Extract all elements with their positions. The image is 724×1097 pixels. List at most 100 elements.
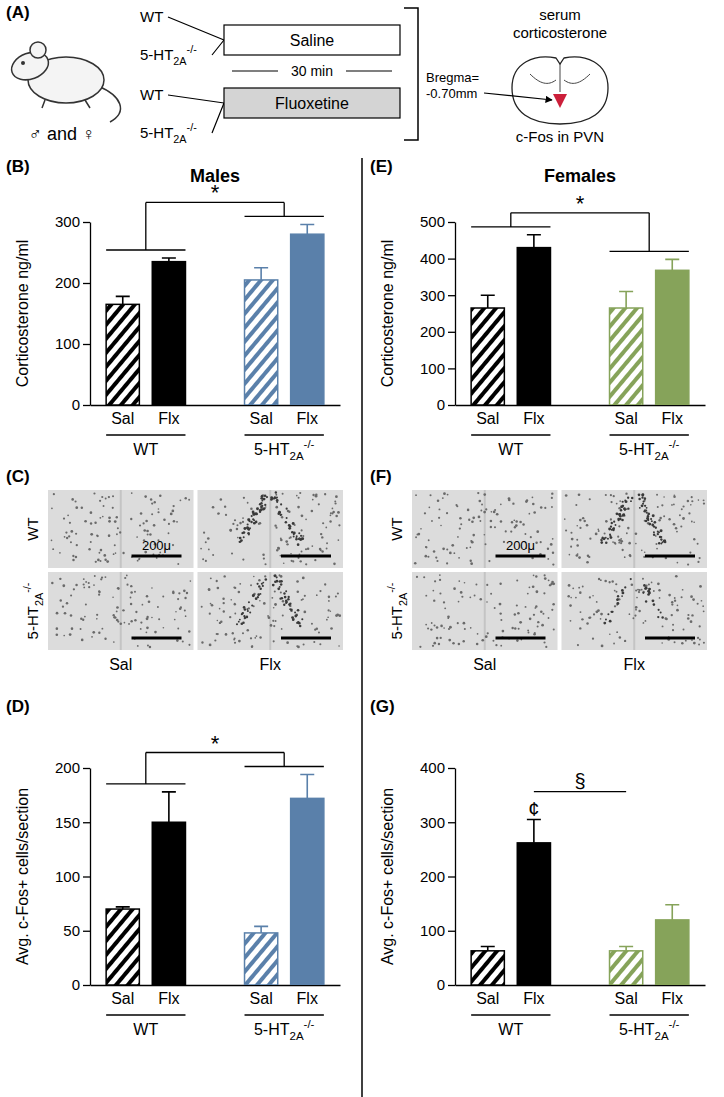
texture-dot <box>656 494 658 496</box>
texture-dot <box>327 616 329 618</box>
texture-dot <box>518 628 520 630</box>
texture-dot <box>442 548 445 551</box>
texture-dot <box>674 597 676 599</box>
texture-dot <box>619 636 621 638</box>
texture-dot <box>274 497 276 499</box>
row-label-part: WT <box>388 517 405 540</box>
texture-dot <box>488 560 490 562</box>
y-tick-group: 100 <box>55 335 90 352</box>
texture-dot <box>485 635 488 638</box>
texture-dot <box>541 624 544 627</box>
texture-dot <box>469 596 471 598</box>
texture-dot <box>611 580 613 582</box>
group-label-part: 5-HT <box>619 1021 655 1038</box>
error-bar <box>665 905 679 920</box>
y-tick-label: 0 <box>72 396 80 413</box>
texture-dot <box>339 614 342 617</box>
texture-dot <box>697 543 699 545</box>
texture-dot <box>460 591 463 594</box>
texture-dot <box>683 629 685 631</box>
texture-dot <box>76 544 78 546</box>
brain-section <box>512 57 608 124</box>
texture-dot <box>624 640 626 642</box>
texture-dot <box>691 614 693 616</box>
texture-dot <box>337 592 339 594</box>
texture-dot <box>70 530 73 533</box>
texture-dot <box>663 496 665 498</box>
texture-dot <box>264 563 266 565</box>
group-line <box>245 434 324 435</box>
texture-dot <box>273 607 275 609</box>
texture-dot <box>257 596 259 598</box>
texture-dot <box>690 504 692 506</box>
texture-dot <box>699 557 701 559</box>
texture-dot <box>514 627 516 629</box>
y-tick <box>83 405 90 406</box>
texture-dot <box>500 619 502 621</box>
texture-dot <box>247 523 249 525</box>
texture-dot <box>247 610 249 612</box>
texture-dot <box>172 592 175 595</box>
texture-dot <box>283 604 285 606</box>
x-tick-group: Flx <box>523 985 544 1007</box>
texture-dot <box>477 492 479 494</box>
texture-dot <box>604 532 606 534</box>
texture-dot <box>252 511 255 514</box>
texture-dot <box>681 642 684 645</box>
texture-dot <box>569 554 571 556</box>
scale-bar <box>496 555 546 558</box>
texture-dot <box>116 533 118 535</box>
texture-dot <box>130 603 132 605</box>
texture-dot <box>234 603 236 605</box>
texture-dot <box>305 563 307 565</box>
pvn-region <box>553 94 567 108</box>
group-line <box>610 434 689 435</box>
y-tick <box>83 876 90 877</box>
texture-dot <box>420 528 422 530</box>
bar <box>471 951 504 985</box>
texture-dot <box>172 505 174 507</box>
texture-dot <box>519 621 522 624</box>
texture-dot <box>130 585 132 587</box>
texture-dot <box>158 618 160 620</box>
texture-dot <box>242 632 244 634</box>
texture-dot <box>122 609 124 611</box>
y-tick-label: 400 <box>420 250 445 267</box>
x-tick-label: Flx <box>297 990 318 1007</box>
bar <box>106 909 139 985</box>
texture-dot <box>154 631 157 634</box>
texture-dot <box>664 541 667 544</box>
y-axis: 0100200300 <box>55 213 91 413</box>
texture-dot <box>474 594 476 596</box>
texture-dot <box>73 588 75 590</box>
texture-dot <box>328 600 330 602</box>
texture-dot <box>260 506 262 508</box>
texture-dot <box>610 518 612 520</box>
texture-dot <box>652 599 655 602</box>
texture-dot <box>687 617 690 620</box>
texture-dot <box>70 614 73 617</box>
x-axis-line <box>91 985 341 986</box>
texture-dot <box>185 615 187 617</box>
texture-dot <box>439 579 441 581</box>
texture-dot <box>217 587 220 590</box>
texture-dot <box>98 632 100 634</box>
texture-dot <box>621 589 624 592</box>
texture-dot <box>511 627 513 629</box>
y-axis-line <box>455 223 456 406</box>
texture-dot <box>618 513 621 516</box>
texture-dot <box>225 514 227 516</box>
texture-dot <box>320 533 322 535</box>
texture-dot <box>687 500 690 503</box>
texture-dot <box>579 627 581 629</box>
texture-dot <box>629 554 632 557</box>
texture-dot <box>447 494 449 496</box>
texture-dot <box>644 497 647 500</box>
y-axis-line <box>90 223 91 406</box>
texture-dot <box>614 590 616 592</box>
texture-dot <box>262 508 265 511</box>
texture-dot <box>223 610 225 612</box>
micrograph-panel: (F)WT200μ5-HT2A-/-SalFlx <box>370 467 707 673</box>
texture-dot <box>459 517 462 520</box>
texture-dot <box>597 528 599 530</box>
